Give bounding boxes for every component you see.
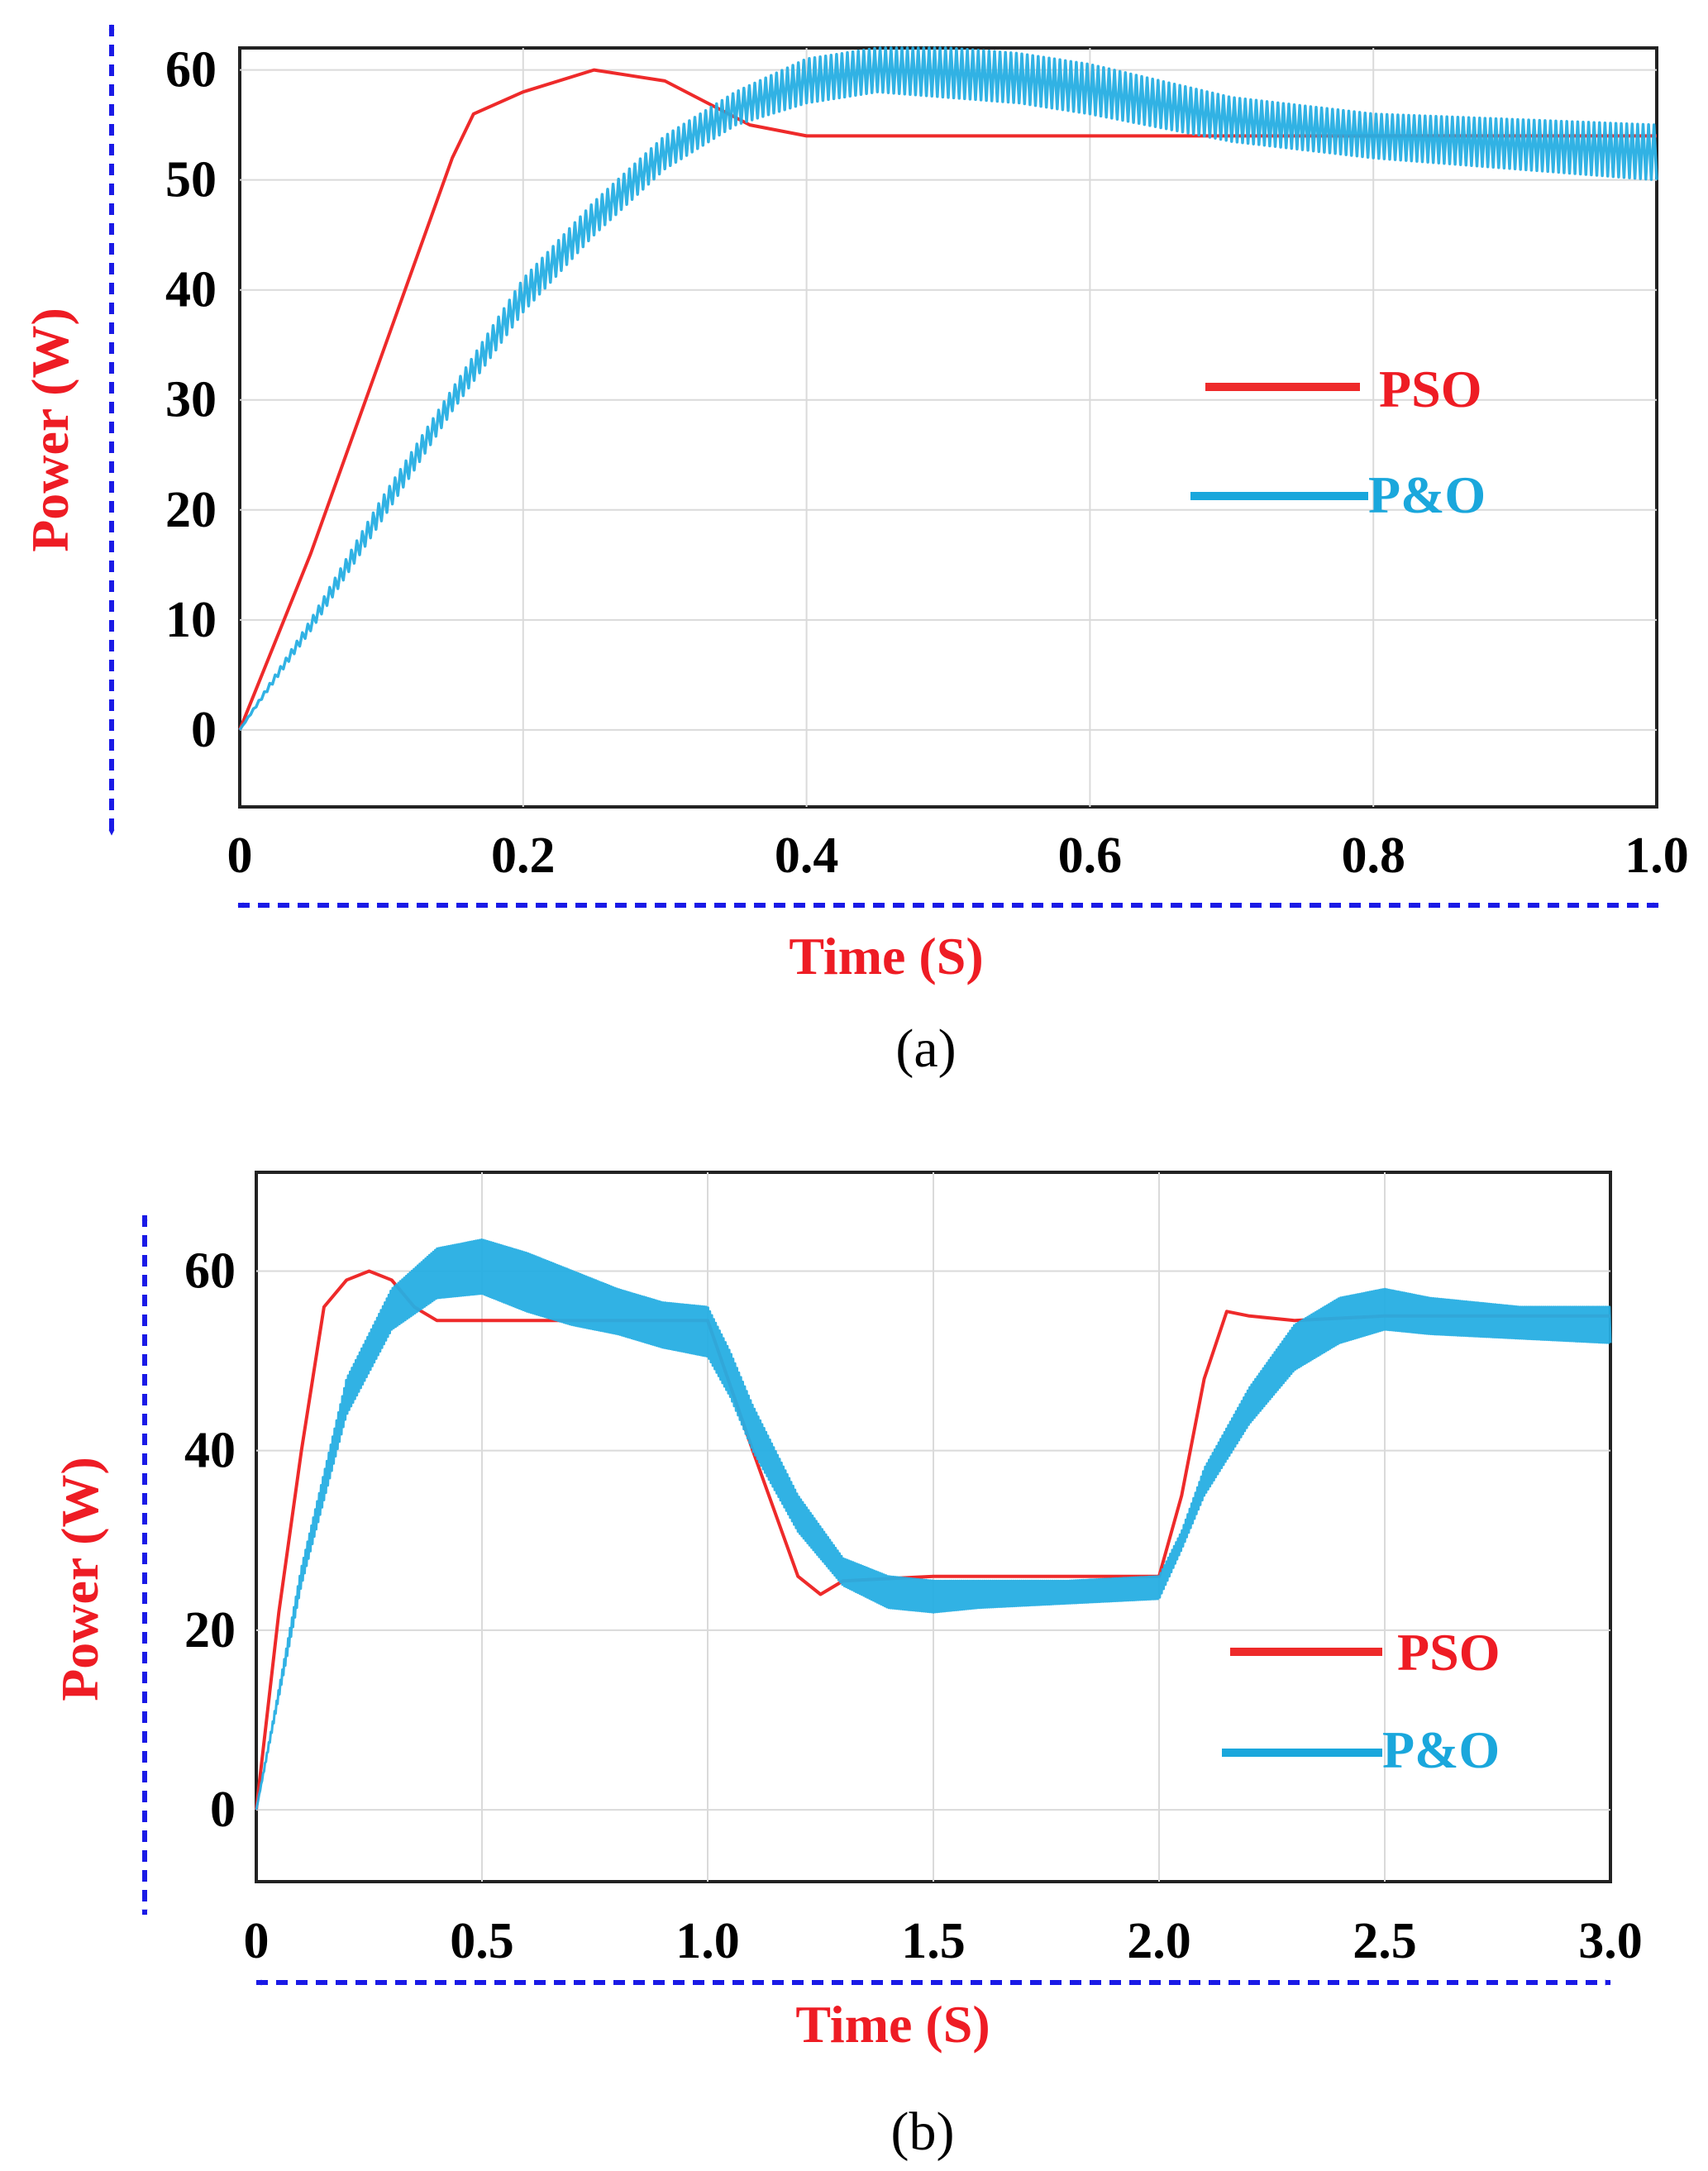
chart-b-plot-area: [255, 1238, 1612, 1811]
chart-a-x-tick-label: 0.6: [1058, 828, 1123, 884]
chart-a-caption: (a): [895, 1019, 956, 1079]
chart-b-legend-po-label: P&O: [1382, 1720, 1500, 1779]
chart-b-y-tick-label: 20: [184, 1602, 236, 1658]
chart-a-y-tick-label: 20: [165, 482, 217, 538]
chart-b-legend-pso-label: PSO: [1397, 1623, 1500, 1682]
chart-b-series-pso-line: [255, 1269, 1610, 1811]
chart-a: 0 0.2 0.4 0.6 0.8 1.0 0 10 20 30 40 50 60 Power (W)…: [21, 24, 1689, 1079]
chart-b-caption: (b): [891, 2102, 955, 2162]
chart-a-y-tick-label: 50: [165, 152, 217, 208]
chart-b-y-tick-label: 60: [184, 1243, 236, 1299]
chart-b-y-axis-label: Power (W): [50, 1457, 109, 1701]
chart-a-frame: [238, 46, 1658, 809]
chart-a-x-tick-label: 0.4: [775, 828, 839, 884]
chart-a-x-tick-label: 1.0: [1625, 828, 1689, 884]
chart-b-x-tick-label: 0: [244, 1913, 270, 1969]
chart-b-y-tick-label: 40: [184, 1423, 236, 1479]
chart-a-x-tick-label: 0.2: [491, 828, 556, 884]
chart-b-y-tick-label: 0: [210, 1782, 236, 1838]
chart-b-x-tick-label: 1.5: [901, 1913, 966, 1969]
chart-b-x-tick-labels: 0 0.5 1.0 1.5 2.0 2.5 3.0: [244, 1913, 1643, 1969]
chart-b-y-tick-labels: 0 20 40 60: [184, 1243, 236, 1838]
chart-a-y-tick-label: 30: [165, 372, 217, 428]
chart-a-x-tick-labels: 0 0.2 0.4 0.6 0.8 1.0: [227, 828, 1689, 884]
chart-a-legend-po-label: P&O: [1368, 465, 1486, 524]
chart-a-x-axis-label: Time (S): [789, 927, 983, 985]
chart-b-x-tick-label: 1.0: [675, 1913, 740, 1969]
chart-a-y-tick-labels: 0 10 20 30 40 50 60: [165, 42, 217, 758]
chart-a-plot-area: [238, 46, 1658, 731]
chart-a-y-tick-label: 0: [191, 702, 217, 758]
chart-a-grid: [240, 48, 1657, 807]
chart-a-legend-pso-label: PSO: [1379, 360, 1481, 418]
chart-a-x-tick-label: 0.8: [1341, 828, 1405, 884]
chart-b-x-tick-label: 0.5: [450, 1913, 514, 1969]
chart-a-y-axis-label: Power (W): [21, 308, 79, 552]
chart-a-series-po-band: [238, 46, 1658, 731]
chart-b-x-tick-label: 2.5: [1353, 1913, 1417, 1969]
chart-a-y-tick-label: 10: [165, 592, 217, 648]
chart-b-x-tick-label: 2.0: [1127, 1913, 1191, 1969]
chart-a-x-tick-label: 0: [227, 828, 253, 884]
chart-a-y-tick-label: 60: [165, 42, 217, 98]
chart-b-x-axis-label: Time (S): [795, 1995, 990, 2054]
chart-a-y-tick-label: 40: [165, 262, 217, 318]
chart-b: 0 0.5 1.0 1.5 2.0 2.5 3.0 0 20 40 60 Power (W) Ti…: [50, 1171, 1643, 2162]
chart-b-series-po-band: [255, 1238, 1612, 1811]
chart-b-x-tick-label: 3.0: [1578, 1913, 1643, 1969]
